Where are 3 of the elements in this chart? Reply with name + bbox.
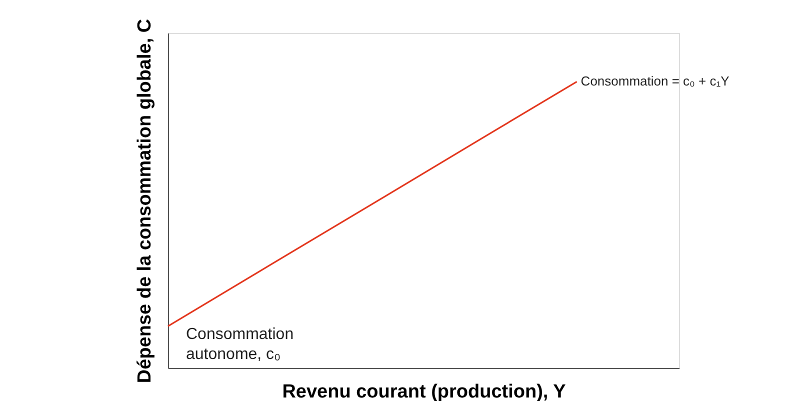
annotation: Consommation = c₀ + c₁Y <box>580 74 730 89</box>
y-axis-title: Dépense de la consommation globale, C <box>134 18 156 384</box>
annotation: Consommation autonome, c₀ <box>186 326 294 364</box>
